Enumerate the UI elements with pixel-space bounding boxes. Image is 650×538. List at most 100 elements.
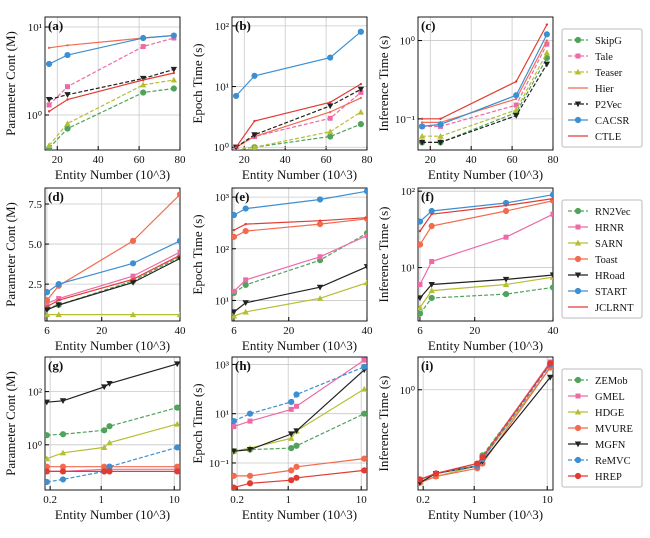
- series-line: [48, 68, 175, 101]
- marker: [177, 249, 180, 255]
- y-axis-label: Parameter Cont (M): [3, 202, 18, 307]
- series-line: [233, 369, 365, 452]
- marker: [357, 28, 364, 35]
- marker: [361, 455, 367, 462]
- x-axis-label: Entity Number (10^3): [242, 167, 357, 182]
- marker: [59, 431, 67, 438]
- marker: [547, 360, 553, 367]
- point: [45, 305, 49, 308]
- panel: 0.2 1 10 10⁻¹ 10¹ 10³ (h) Entity Number (10^3) E…: [190, 356, 368, 522]
- legend: RN2Vec HRNR SARN Toast HRoad START JCLRNT: [561, 199, 643, 319]
- marker: [293, 474, 300, 481]
- x-tick-label: 6: [44, 325, 50, 337]
- series-line: [48, 72, 175, 112]
- marker: [574, 101, 582, 108]
- panel: 6 20 40 10¹ 10² 10³ (e) Entity Number (10^3) Epo…: [190, 187, 373, 353]
- marker: [45, 142, 53, 149]
- marker: [293, 428, 300, 435]
- marker: [574, 424, 582, 432]
- series-line: [48, 34, 174, 65]
- y-axis-label: Inference Time (s): [376, 35, 391, 131]
- point: [318, 219, 322, 222]
- marker: [174, 420, 180, 427]
- marker: [316, 196, 324, 203]
- panel-label: (a): [48, 18, 63, 33]
- marker: [502, 281, 510, 288]
- marker: [543, 61, 551, 68]
- marker: [361, 467, 367, 474]
- x-tick-label: 20: [52, 154, 64, 166]
- y-tick-label: 10³: [215, 192, 230, 204]
- x-tick-label: 0.2: [230, 494, 244, 506]
- marker: [543, 49, 551, 56]
- panel-label: (i): [421, 358, 433, 373]
- series-line: [46, 363, 178, 403]
- marker: [65, 84, 70, 90]
- marker: [437, 121, 444, 128]
- y-tick-label: 10²: [215, 21, 230, 33]
- series-line: [419, 286, 553, 314]
- marker: [106, 423, 113, 430]
- marker: [512, 106, 520, 113]
- marker: [479, 454, 486, 461]
- series-line: [419, 276, 553, 308]
- x-tick-label: 40: [548, 325, 560, 337]
- panel-label: (h): [235, 358, 251, 373]
- point: [359, 82, 363, 86]
- marker: [64, 120, 71, 127]
- marker: [316, 295, 324, 301]
- marker: [170, 85, 177, 92]
- marker: [174, 361, 180, 368]
- marker: [232, 472, 237, 479]
- marker: [101, 427, 108, 434]
- marker: [363, 264, 367, 270]
- point: [66, 98, 69, 101]
- marker: [45, 300, 50, 306]
- marker: [64, 92, 71, 98]
- marker: [45, 289, 51, 296]
- marker: [357, 108, 365, 115]
- series-line: [236, 111, 362, 150]
- series-line: [48, 87, 174, 149]
- series-line: [419, 274, 553, 299]
- marker: [429, 259, 435, 265]
- point: [244, 222, 247, 226]
- marker: [242, 308, 249, 315]
- point: [359, 96, 363, 100]
- legend-box: [561, 368, 643, 488]
- legend-label: Toast: [595, 255, 618, 266]
- series-group: [418, 23, 551, 146]
- point: [57, 298, 60, 302]
- point: [545, 23, 549, 26]
- legend-label: Tale: [595, 52, 613, 63]
- marker: [418, 476, 423, 483]
- y-tick-label: 10⁻¹: [395, 114, 415, 126]
- marker: [45, 399, 51, 406]
- series-line: [46, 256, 180, 309]
- marker: [549, 273, 553, 280]
- marker: [101, 444, 108, 450]
- point: [328, 101, 332, 104]
- x-tick-label: 40: [93, 154, 105, 166]
- marker: [513, 102, 519, 108]
- panel: 20 40 60 80 10⁰ 10¹ (a) Entity Number (10^3) Par…: [3, 16, 186, 182]
- series-group: [232, 28, 365, 150]
- marker: [428, 222, 435, 230]
- marker: [574, 287, 582, 295]
- legend-label: JCLRNT: [595, 303, 634, 314]
- y-axis-label: Inference Time (s): [376, 206, 391, 302]
- marker: [232, 424, 237, 430]
- point: [328, 110, 332, 114]
- marker: [288, 431, 295, 438]
- marker: [59, 449, 67, 456]
- x-tick-label: 6: [417, 325, 423, 337]
- marker: [140, 34, 147, 42]
- y-tick-label: 10⁰: [400, 36, 416, 48]
- legend-label: CTLE: [595, 132, 621, 143]
- y-tick-label: 10¹: [215, 295, 229, 307]
- marker: [288, 477, 295, 484]
- y-tick-label: 10²: [401, 186, 416, 198]
- marker: [232, 92, 240, 100]
- marker: [574, 68, 582, 75]
- point: [545, 39, 549, 42]
